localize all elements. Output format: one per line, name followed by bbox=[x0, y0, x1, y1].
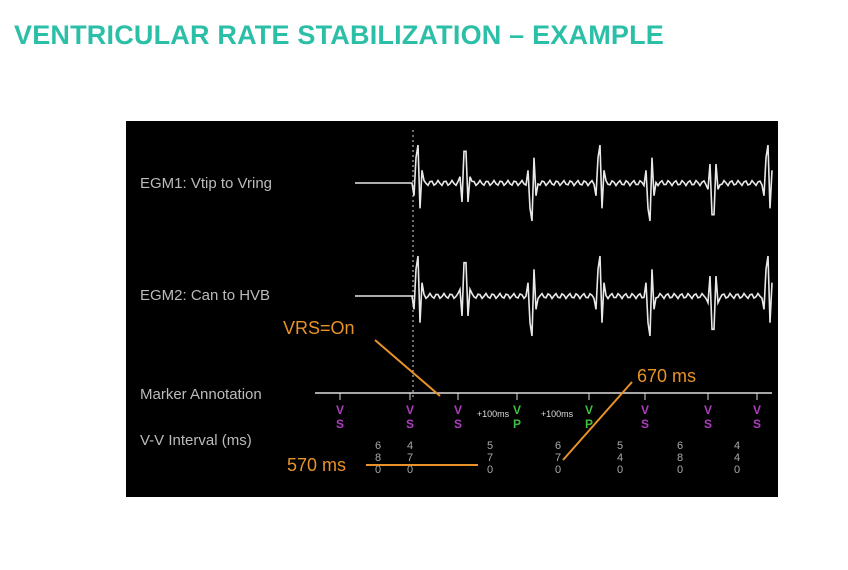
marker: VS bbox=[638, 403, 652, 431]
interval: 470 bbox=[404, 440, 416, 476]
egm-trace bbox=[355, 144, 773, 222]
interval: 680 bbox=[372, 440, 384, 476]
slide-title: VENTRICULAR RATE STABILIZATION – EXAMPLE bbox=[14, 20, 665, 50]
interval: 670 bbox=[552, 440, 564, 476]
channel-label: Marker Annotation bbox=[140, 386, 262, 403]
egm-trace bbox=[355, 255, 773, 337]
marker: VP bbox=[510, 403, 524, 431]
interval: 540 bbox=[614, 440, 626, 476]
interval: 680 bbox=[674, 440, 686, 476]
interval: 570 bbox=[484, 440, 496, 476]
callout-line bbox=[374, 339, 441, 397]
marker: VS bbox=[333, 403, 347, 431]
channel-label: EGM2: Can to HVB bbox=[140, 287, 270, 304]
channel-label: EGM1: Vtip to Vring bbox=[140, 175, 272, 192]
interval: 440 bbox=[731, 440, 743, 476]
egm-panel bbox=[126, 121, 778, 497]
marker: VS bbox=[701, 403, 715, 431]
rate-note: +100ms bbox=[477, 409, 510, 419]
marker: VS bbox=[451, 403, 465, 431]
annotation: VRS=On bbox=[283, 318, 355, 338]
annotation: 570 ms bbox=[287, 455, 346, 475]
marker: VS bbox=[403, 403, 417, 431]
marker: VS bbox=[750, 403, 764, 431]
rate-note: +100ms bbox=[541, 409, 574, 419]
marker: VP bbox=[582, 403, 596, 431]
callout-line bbox=[562, 381, 633, 461]
annotation: 670 ms bbox=[637, 366, 696, 386]
channel-label: V-V Interval (ms) bbox=[140, 432, 252, 449]
